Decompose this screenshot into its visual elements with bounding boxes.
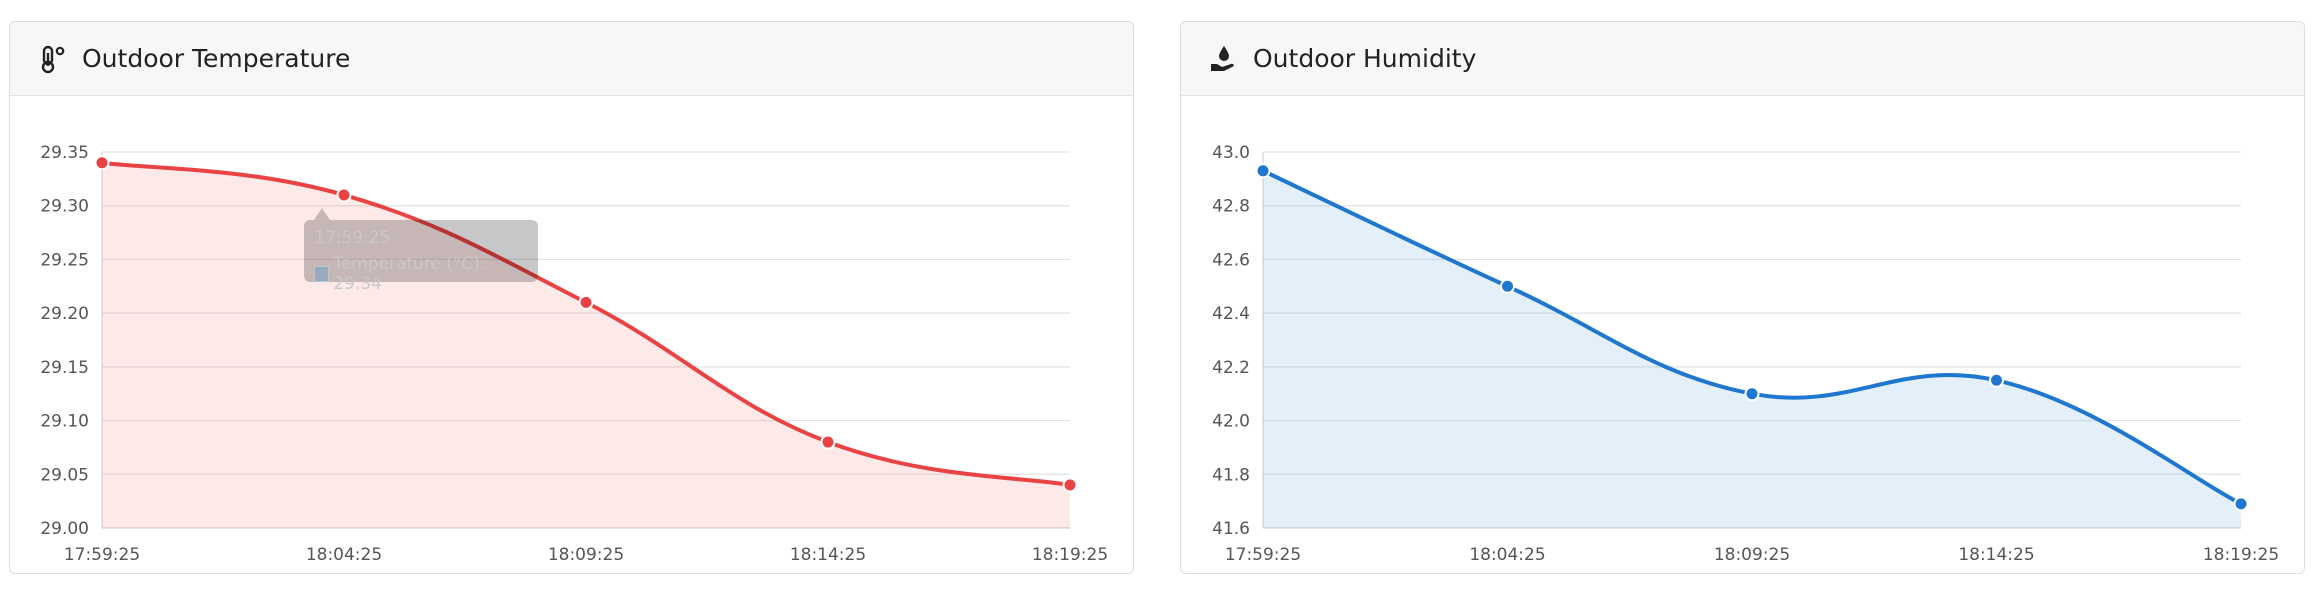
x-tick-label: 18:14:25: [1958, 545, 2034, 565]
data-point[interactable]: [820, 434, 836, 450]
temperature-card: Outdoor Temperature 29.35 29.30 29.25 29.20…: [9, 21, 1134, 574]
x-tick-label: 18:14:25: [790, 545, 866, 565]
y-tick-label: 29.15: [40, 358, 89, 378]
y-tick-label: 42.8: [1212, 197, 1250, 217]
x-tick-label: 18:04:25: [306, 545, 382, 565]
series-area: [1263, 170, 2241, 529]
y-tick-label: 29.30: [40, 197, 89, 217]
chart-tooltip: 17:59:25 Temperature (°C): 29.34: [304, 208, 538, 294]
y-tick-label: 29.00: [40, 519, 89, 539]
card-title: Outdoor Temperature: [82, 44, 351, 73]
y-tick-label: 42.0: [1212, 412, 1250, 432]
data-point[interactable]: [1744, 386, 1760, 402]
y-tick-label: 29.05: [40, 465, 89, 485]
series-area: [102, 162, 1070, 528]
data-point[interactable]: [1062, 477, 1078, 493]
tooltip-title: 17:59:25: [314, 228, 391, 248]
x-tick-label: 17:59:25: [64, 545, 140, 565]
x-tick-label: 17:59:25: [1225, 545, 1301, 565]
tooltip-label: Temperature (°C): 29.34: [333, 254, 486, 294]
data-point[interactable]: [1255, 163, 1271, 179]
card-header: Outdoor Temperature: [10, 22, 1133, 96]
humidity-chart[interactable]: 43.0 42.8 42.6 42.4 42.2 42.0 41.8 41.6 17:59:25…: [1181, 96, 2305, 574]
y-tick-label: 42.2: [1212, 358, 1250, 378]
data-point[interactable]: [1989, 372, 2004, 388]
card-title: Outdoor Humidity: [1253, 44, 1477, 73]
y-tick-label: 29.35: [40, 143, 89, 163]
x-tick-label: 18:19:25: [2203, 545, 2279, 565]
tooltip-swatch: [314, 266, 330, 282]
y-tick-label: 29.10: [40, 412, 89, 432]
y-tick-label: 41.6: [1212, 519, 1250, 539]
x-tick-label: 18:09:25: [1714, 545, 1790, 565]
x-tick-label: 18:19:25: [1032, 545, 1108, 565]
data-point[interactable]: [1500, 278, 1515, 294]
x-tick-label: 18:04:25: [1469, 545, 1545, 565]
y-tick-label: 29.25: [40, 250, 89, 270]
y-tick-label: 42.6: [1212, 250, 1250, 270]
y-tick-label: 41.8: [1212, 465, 1250, 485]
data-point[interactable]: [336, 187, 352, 203]
y-tick-label: 43.0: [1212, 143, 1250, 163]
x-tick-label: 18:09:25: [548, 545, 624, 565]
humidity-card: Outdoor Humidity 43.0 42.8 42.6 42.4 42.2 42.…: [1180, 21, 2305, 574]
data-point[interactable]: [94, 155, 110, 171]
data-point[interactable]: [2233, 496, 2249, 512]
hand-drop-icon: [1211, 45, 1234, 71]
data-point[interactable]: [578, 294, 594, 310]
y-tick-label: 29.20: [40, 304, 89, 324]
thermometer-icon: [41, 45, 65, 73]
y-tick-label: 42.4: [1212, 304, 1250, 324]
temperature-chart[interactable]: 29.35 29.30 29.25 29.20 29.15 29.10 29.05 29.00…: [10, 96, 1134, 574]
card-header: Outdoor Humidity: [1181, 22, 2304, 96]
